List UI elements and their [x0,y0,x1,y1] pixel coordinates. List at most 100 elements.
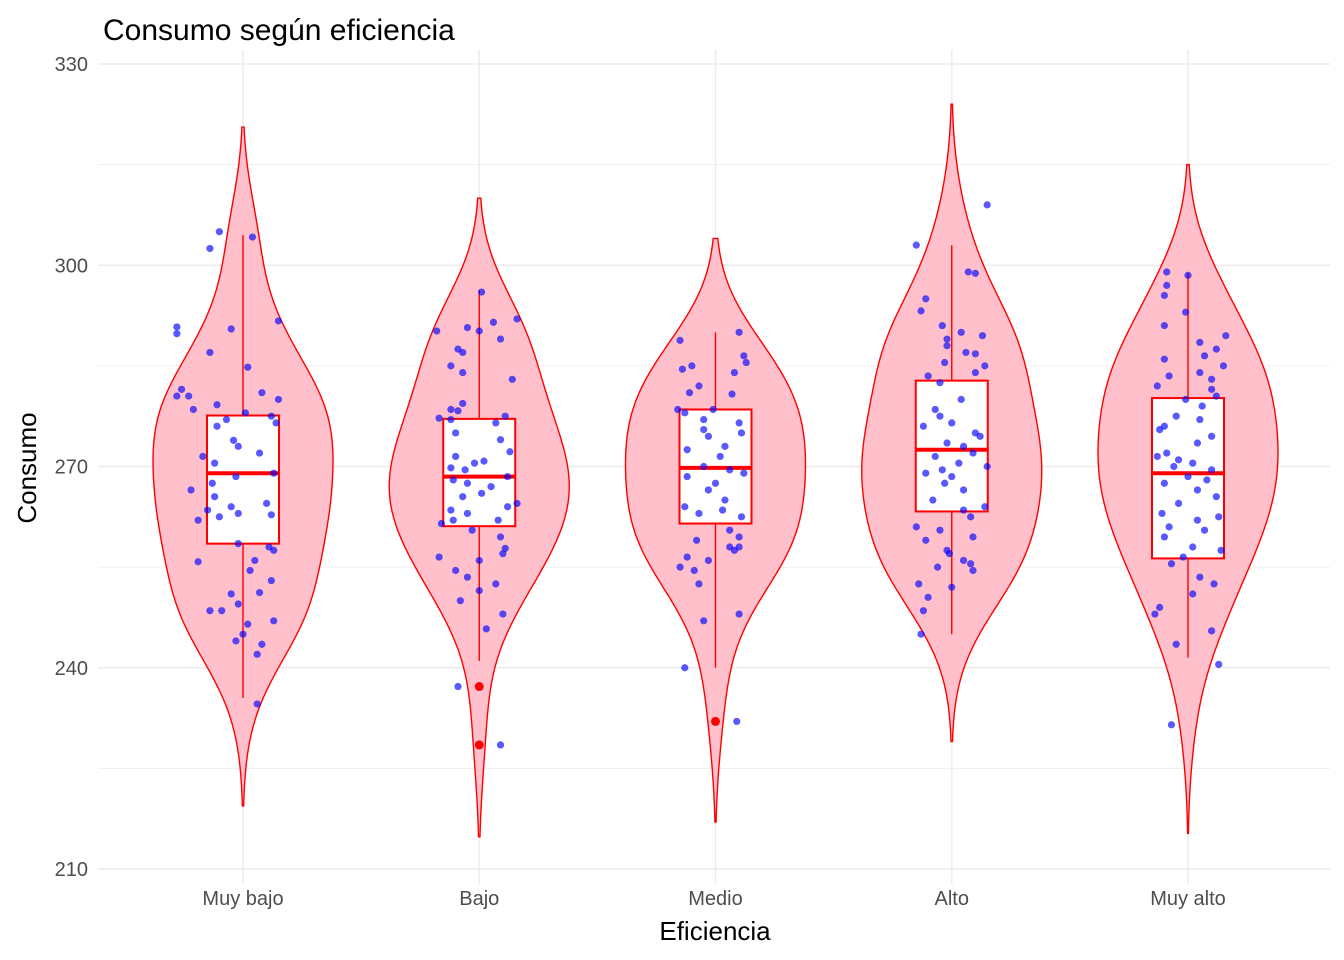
data-point [740,352,748,360]
data-point [206,348,214,357]
data-point [962,348,970,357]
box [914,379,989,513]
data-point [690,566,698,575]
data-point [1217,546,1225,554]
y-tick-label: 330 [55,54,88,76]
data-point [922,536,930,544]
data-point [969,566,977,575]
data-point [971,368,979,377]
data-point [447,506,455,514]
data-point [688,362,696,370]
data-point [447,415,455,424]
data-point [971,350,979,358]
data-point [492,419,500,427]
data-point [194,516,202,524]
data-point [1160,291,1168,300]
data-point [967,513,975,521]
data-point [983,201,991,209]
data-point [915,580,923,588]
data-point [1215,513,1223,521]
data-point [936,379,944,387]
data-point [929,496,937,504]
data-point [924,372,932,380]
data-point [730,368,739,377]
data-point [700,426,708,434]
x-axis-title: Eficiencia [659,916,771,946]
data-point [941,479,949,487]
data-point [1174,456,1183,464]
violin-group [624,237,807,823]
y-tick-label: 210 [55,859,88,881]
data-point [447,464,455,472]
data-point [1160,355,1168,363]
data-point [948,472,956,481]
y-tick-label: 300 [55,255,88,277]
data-point [173,392,181,400]
data-point [1156,603,1164,611]
data-point [1212,493,1220,501]
data-point [504,472,512,481]
data-point [513,499,521,507]
data-point [737,513,746,521]
data-point [917,307,925,315]
data-point [1208,432,1216,440]
data-point [957,395,965,404]
data-point [1182,395,1190,404]
data-point [967,560,975,568]
data-point [270,546,278,554]
data-point [1208,466,1216,474]
data-point [1196,338,1204,346]
data-point [742,358,750,367]
data-point [1219,362,1228,370]
data-point [253,700,261,708]
data-point [487,483,495,491]
data-point [931,405,939,414]
data-point [1174,499,1183,507]
data-point [232,472,240,481]
data-point [463,479,472,487]
data-point [1222,332,1230,340]
data-point [496,741,505,749]
data-point [959,506,968,514]
data-point [194,558,202,566]
data-point [475,587,483,595]
data-point [936,526,944,534]
data-point [735,328,743,336]
data-point [1196,415,1204,424]
data-point [924,593,932,601]
data-point [478,288,486,296]
data-point [496,335,505,343]
data-point [969,533,977,541]
data-point [912,241,920,249]
data-point [199,452,207,461]
data-point [1165,523,1173,531]
x-tick-label: Muy alto [1150,888,1226,910]
data-point [189,405,197,414]
data-point [187,486,195,494]
data-point [678,365,687,373]
data-point [263,499,271,507]
data-point [253,650,261,658]
data-point [496,533,505,541]
data-point [733,717,741,726]
data-point [737,429,746,437]
data-point [463,573,472,581]
data-point [1172,412,1180,420]
data-point [227,325,235,333]
data-point [716,452,724,461]
data-point [452,566,460,575]
data-point [203,506,212,514]
data-point [912,523,920,531]
data-point [255,589,264,597]
data-point [513,315,521,323]
data-point [206,607,214,615]
data-point [938,466,946,474]
data-point [475,556,483,565]
data-point [239,630,247,638]
chart-title: Consumo según eficiencia [103,14,455,47]
data-point [258,389,266,397]
data-point [933,563,942,571]
data-point [173,330,181,338]
data-point [978,332,987,340]
data-point [957,328,965,336]
